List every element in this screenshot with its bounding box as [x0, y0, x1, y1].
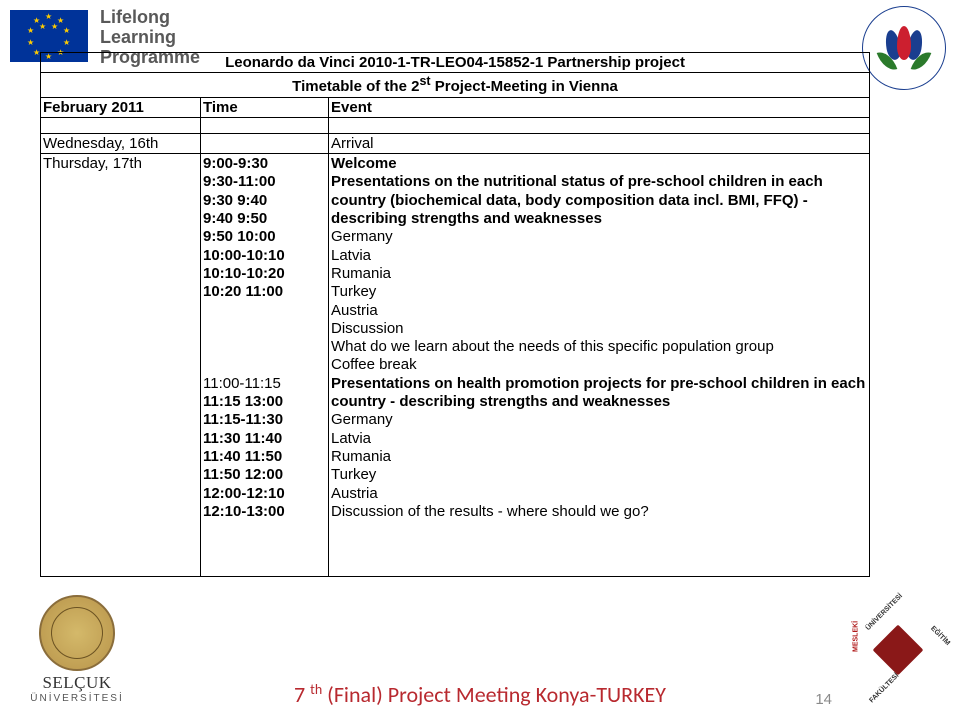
timetable: Leonardo da Vinci 2010-1-TR-LEO04-15852-…	[40, 52, 870, 577]
row-wed-event: Arrival	[329, 133, 870, 153]
header-date: February 2011	[41, 97, 201, 117]
table-title-2: Timetable of the 2st Project-Meeting in …	[41, 73, 870, 97]
table-title-1: Leonardo da Vinci 2010-1-TR-LEO04-15852-…	[41, 53, 870, 73]
page-number: 14	[815, 691, 832, 708]
llp-line2: Learning	[100, 28, 200, 48]
selcuk-emblem-icon	[39, 595, 115, 671]
header-event: Event	[329, 97, 870, 117]
header-time: Time	[201, 97, 329, 117]
row-thu-date: Thursday, 17th	[41, 154, 201, 577]
tulip-logo	[862, 6, 946, 90]
llp-line1: Lifelong	[100, 8, 200, 28]
row-wed-date: Wednesday, 16th	[41, 133, 201, 153]
row-thu-events: Welcome Presentations on the nutritional…	[329, 154, 870, 577]
row-thu-times: 9:00-9:30 9:30-11:00 9:30 9:40 9:40 9:50…	[201, 154, 329, 577]
row-wed-time	[201, 133, 329, 153]
